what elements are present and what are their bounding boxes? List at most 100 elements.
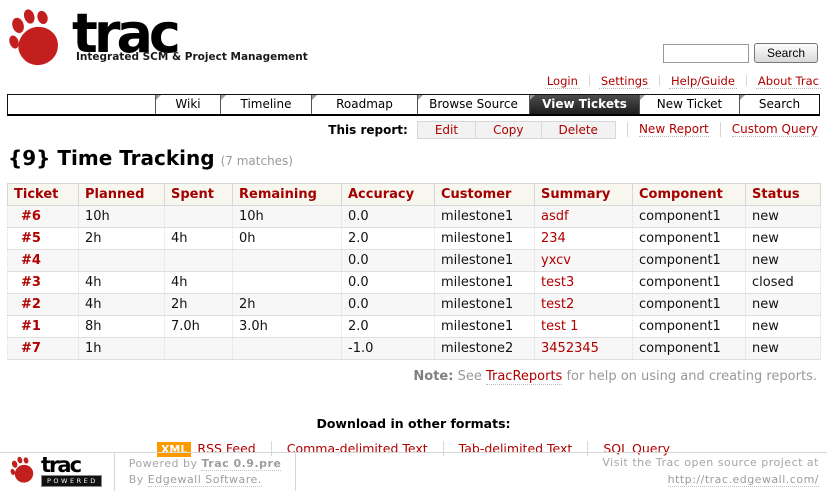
ticket-link[interactable]: #1 xyxy=(21,319,41,334)
cell-accuracy: 2.0 xyxy=(341,315,435,338)
trac-reports-link[interactable]: TracReports xyxy=(485,369,563,385)
report-toolbar: This report: Edit Copy Delete New Report… xyxy=(0,119,818,140)
tab-view-tickets[interactable]: View Tickets xyxy=(529,95,639,114)
cell-customer: milestone1 xyxy=(434,227,535,250)
tab-new-ticket[interactable]: New Ticket xyxy=(639,95,739,114)
summary-link[interactable]: test2 xyxy=(541,297,575,312)
cell-spent xyxy=(164,337,233,360)
settings-link[interactable]: Settings xyxy=(598,74,651,89)
cell-customer: milestone1 xyxy=(434,205,535,228)
table-row: #2 4h 2h 2h 0.0 milestone1 test2 component1 new xyxy=(7,293,821,316)
tab-wiki[interactable]: Wiki xyxy=(155,95,220,114)
tab-corner-icon xyxy=(221,95,226,100)
match-count: (7 matches) xyxy=(220,154,293,168)
footer-logo-title: trac xyxy=(41,452,82,477)
tab-corner-icon xyxy=(740,95,745,100)
about-trac-link[interactable]: About Trac xyxy=(755,74,821,89)
cell-customer: milestone1 xyxy=(434,293,535,316)
table-row: #7 1h -1.0 milestone2 3452345 component1 new xyxy=(7,337,821,360)
summary-link[interactable]: yxcv xyxy=(541,253,571,268)
column-header-spent[interactable]: Spent xyxy=(164,183,233,206)
cell-component: component1 xyxy=(632,227,746,250)
column-header-summary[interactable]: Summary xyxy=(534,183,633,206)
cell-planned: 2h xyxy=(78,227,165,250)
cell-ticket: #4 xyxy=(7,249,79,272)
ticket-link[interactable]: #5 xyxy=(21,231,41,246)
cell-spent xyxy=(164,205,233,228)
ticket-link[interactable]: #3 xyxy=(21,275,41,290)
tab-search[interactable]: Search xyxy=(739,95,819,114)
tab-timeline[interactable]: Timeline xyxy=(220,95,311,114)
cell-accuracy: 0.0 xyxy=(341,271,435,294)
summary-link[interactable]: asdf xyxy=(541,209,569,224)
ticket-link[interactable]: #2 xyxy=(21,297,41,312)
summary-link[interactable]: test3 xyxy=(541,275,575,290)
column-header-accuracy[interactable]: Accuracy xyxy=(341,183,435,206)
cell-ticket: #5 xyxy=(7,227,79,250)
cell-accuracy: 0.0 xyxy=(341,293,435,316)
cell-ticket: #2 xyxy=(7,293,79,316)
ticket-link[interactable]: #6 xyxy=(21,209,41,224)
summary-link[interactable]: test 1 xyxy=(541,319,579,334)
cell-component: component1 xyxy=(632,205,746,228)
cell-spent: 2h xyxy=(164,293,233,316)
edit-report-button[interactable]: Edit xyxy=(434,122,459,137)
table-row: #3 4h 4h 0.0 milestone1 test3 component1 closed xyxy=(7,271,821,294)
trac-paw-icon xyxy=(8,8,64,74)
powered-by-text: Powered by xyxy=(128,456,198,470)
cell-status: new xyxy=(745,315,821,338)
visit-text: Visit the Trac open source project at xyxy=(602,456,819,469)
table-row: #1 8h 7.0h 3.0h 2.0 milestone1 test 1 component… xyxy=(7,315,821,338)
ticket-table-body: #6 10h 10h 0.0 milestone1 asdf component1 new #5… xyxy=(7,205,821,360)
tab-label: Roadmap xyxy=(336,97,393,111)
main-nav: Wiki Timeline Roadmap Browse Source View… xyxy=(7,94,820,116)
column-header-status[interactable]: Status xyxy=(745,183,821,206)
report-button-group: Edit Copy Delete xyxy=(416,120,616,139)
cell-spent xyxy=(164,249,233,272)
cell-component: component1 xyxy=(632,271,746,294)
copy-report-button[interactable]: Copy xyxy=(475,121,540,138)
cell-remaining: 10h xyxy=(232,205,342,228)
footer-visit: Visit the Trac open source project at ht… xyxy=(602,453,827,491)
trac-version-link[interactable]: Trac 0.9.pre xyxy=(201,456,282,471)
footer-logo-text: trac POWERED xyxy=(41,452,102,488)
summary-link[interactable]: 3452345 xyxy=(541,341,599,356)
new-report-link[interactable]: New Report xyxy=(638,122,709,137)
column-header-remaining[interactable]: Remaining xyxy=(232,183,342,206)
download-formats: Download in other formats: XML RSS Feed Co… xyxy=(0,416,827,457)
search-button[interactable]: Search xyxy=(753,43,818,63)
login-link[interactable]: Login xyxy=(544,74,580,89)
cell-spent: 4h xyxy=(164,227,233,250)
report-title-text: {9} Time Tracking xyxy=(8,146,215,170)
ticket-table: Ticket Planned Spent Remaining Accuracy … xyxy=(7,183,821,360)
help-guide-link[interactable]: Help/Guide xyxy=(669,74,737,89)
cell-ticket: #7 xyxy=(7,337,79,360)
nav-spacer xyxy=(8,95,155,114)
column-header-component[interactable]: Component xyxy=(632,183,746,206)
summary-link[interactable]: 234 xyxy=(541,231,566,246)
column-header-customer[interactable]: Customer xyxy=(434,183,535,206)
download-separator xyxy=(442,441,444,456)
cell-customer: milestone1 xyxy=(434,271,535,294)
edgewall-link[interactable]: Edgewall Software. xyxy=(147,473,262,487)
table-row: #4 0.0 milestone1 yxcv component1 new xyxy=(7,249,821,272)
ticket-link[interactable]: #7 xyxy=(21,341,41,356)
toolbar-separator xyxy=(626,122,628,137)
tab-roadmap[interactable]: Roadmap xyxy=(311,95,417,114)
column-header-planned[interactable]: Planned xyxy=(78,183,165,206)
cell-customer: milestone2 xyxy=(434,337,535,360)
search-input[interactable] xyxy=(662,43,749,63)
tab-label: Search xyxy=(758,97,801,111)
delete-report-button[interactable]: Delete xyxy=(540,121,615,138)
column-header-ticket[interactable]: Ticket xyxy=(7,183,79,206)
cell-remaining: 2h xyxy=(232,293,342,316)
tab-label: Wiki xyxy=(175,97,201,111)
cell-summary: yxcv xyxy=(534,249,633,272)
edgewall-url-link[interactable]: http://trac.edgewall.com/ xyxy=(667,472,819,487)
by-text: By xyxy=(128,473,144,486)
ticket-link[interactable]: #4 xyxy=(21,253,41,268)
custom-query-link[interactable]: Custom Query xyxy=(731,122,818,137)
tab-browse-source[interactable]: Browse Source xyxy=(417,95,529,114)
download-separator xyxy=(587,441,589,456)
cell-remaining xyxy=(232,271,342,294)
